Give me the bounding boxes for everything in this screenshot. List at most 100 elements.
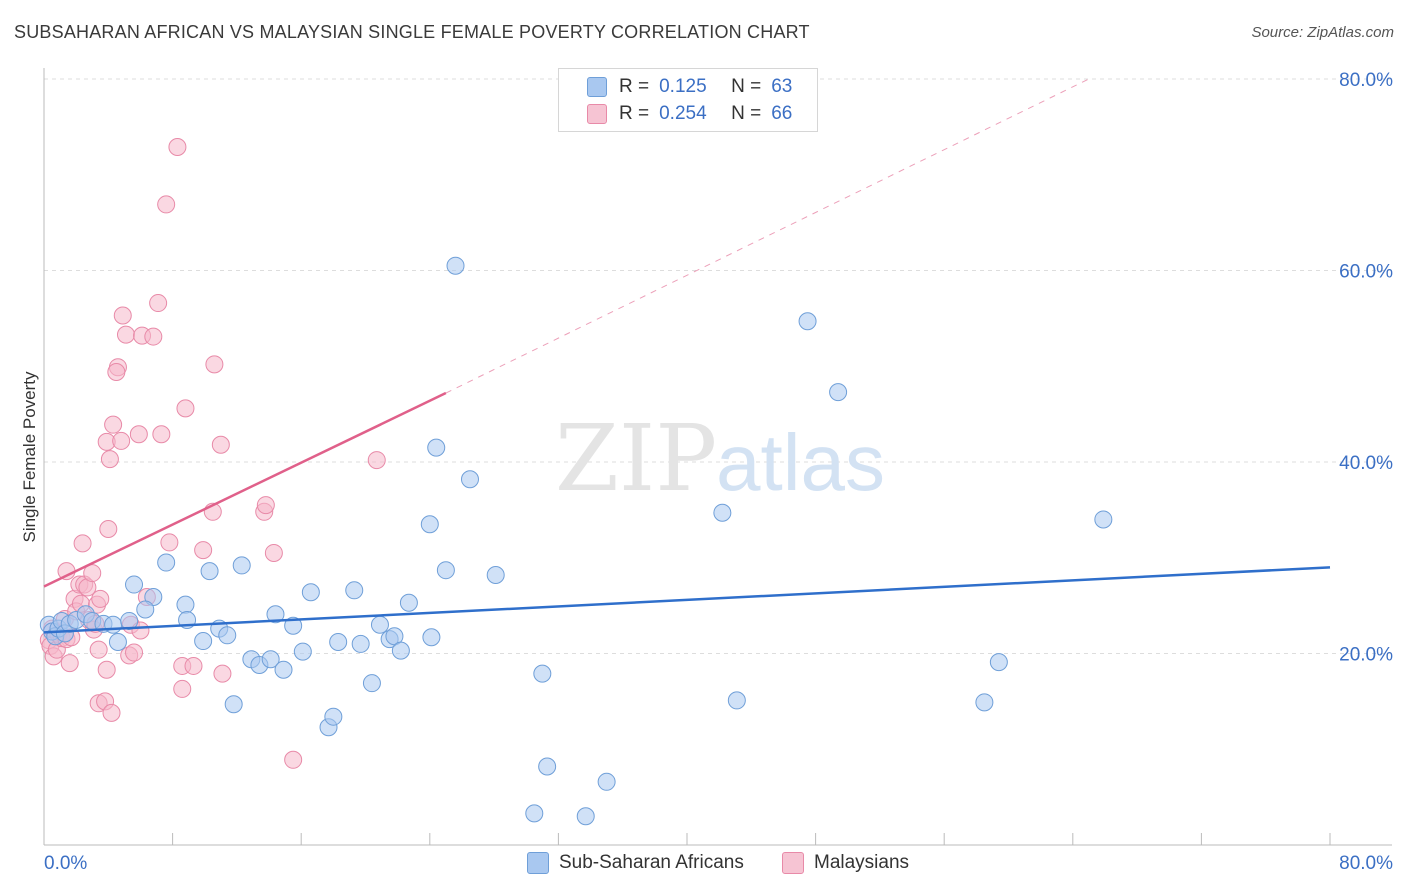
watermark-atlas: atlas [716,418,885,507]
watermark: ZIP atlas [555,405,885,512]
sub-saharan-africans-point [399,593,418,612]
sub-saharan-africans-point [274,660,293,679]
malaysians-point [73,534,92,553]
sub-saharan-africans-point [224,695,243,714]
sub-saharan-africans-point [266,605,285,624]
tick-labels: 20.0% 40.0% 60.0% 80.0% 0.0% 80.0% [44,70,1393,874]
sub-saharan-africans-point [261,650,280,669]
malaysians-point [102,703,121,722]
sub-saharan-africans-point [597,772,616,791]
sub-saharan-africans-point [157,553,176,572]
sub-saharan-africans-point [125,575,144,594]
sub-saharan-africans-point [420,515,439,534]
sub-saharan-africans-point [351,634,370,653]
sub-saharan-africans-point [538,757,557,776]
malaysians-point [107,362,126,381]
legend-swatch-blue [587,77,607,97]
trend-lines [43,78,1331,634]
malaysians-point [144,327,163,346]
sub-saharan-africans-point [293,642,312,661]
sub-saharan-africans-point [713,503,732,522]
legend-row-malaysians: R = 0.254 N = 66 [587,102,792,126]
sub-saharan-africans-point [232,556,251,575]
sub-saharan-africans-point [446,256,465,275]
bottom-swatch-pink [782,852,804,874]
malaysians-point [112,431,131,450]
sub-saharan-trend-line [43,566,1331,634]
sub-saharan-africans-point [200,562,219,581]
malaysians-point [99,520,118,539]
legend-n-label: N = [731,76,762,97]
sub-saharan-africans-point [284,616,303,635]
malaysians-point [256,496,275,515]
legend-r-value: 0.254 [659,103,707,124]
y-tick-label: 20.0% [1339,645,1393,666]
sub-saharan-africans-point [104,615,123,634]
y-tick-label: 80.0% [1339,70,1393,91]
sub-saharan-africans-point [533,664,552,683]
malaysians-point [129,425,148,444]
sub-saharan-africans-point [525,804,544,823]
malaysians-point [125,643,144,662]
sub-saharan-africans-point [324,707,343,726]
axes [43,68,1392,846]
malaysians-point [264,543,283,562]
malaysians-point [211,435,230,454]
bottom-swatch-blue [527,852,549,874]
sub-saharan-africans-point [727,691,746,710]
y-tick-label: 60.0% [1339,262,1393,283]
malaysians-trend-line [43,391,447,588]
bottom-legend-label: Sub-Saharan Africans [559,852,744,873]
malaysians-point [97,660,116,679]
malaysians-point [57,562,76,581]
malaysians-point [205,355,224,374]
bottom-legend-malaysians: Malaysians [782,850,909,876]
sub-saharan-africans-point [218,626,237,645]
sub-saharan-africans-point [576,807,595,826]
sub-saharan-africans-point [422,628,441,647]
source-label: Source: ZipAtlas.com [1251,24,1394,41]
malaysians-point [284,750,303,769]
sub-saharan-africans-point [301,583,320,602]
sub-saharan-africans-point [362,674,381,693]
legend-r-value: 0.125 [659,76,707,97]
sub-saharan-africans-point [436,561,455,580]
malaysians-point [194,541,213,560]
watermark-zip: ZIP [555,405,717,512]
malaysians-point [176,399,195,418]
bottom-legend-sub-saharan: Sub-Saharan Africans [527,850,744,876]
malaysians-point [184,656,203,675]
sub-saharan-africans-point [370,615,389,634]
sub-saharan-africans-point [798,312,817,331]
malaysians-point [149,294,168,313]
sub-saharan-africans-points [39,256,1113,826]
sub-saharan-africans-point [345,581,364,600]
malaysians-point [60,654,79,673]
malaysians-point [152,425,171,444]
x-tick-label: 80.0% [1339,853,1393,874]
malaysians-point [89,640,108,659]
legend-r-label: R = [619,76,650,97]
malaysians-points [39,137,386,769]
legend-swatch-pink [587,104,607,124]
legend-r-label: R = [619,103,650,124]
malaysians-point [367,451,386,470]
chart-title: SUBSAHARAN AFRICAN VS MALAYSIAN SINGLE F… [14,22,810,42]
sub-saharan-africans-point [120,611,139,630]
sub-saharan-africans-point [1094,510,1113,529]
y-axis-label: Single Female Poverty [20,371,39,543]
sub-saharan-africans-point [460,470,479,489]
malaysians-point [104,415,123,434]
malaysians-point [91,589,110,608]
sub-saharan-africans-point [329,633,348,652]
legend-n-label: N = [731,103,762,124]
malaysians-point [157,195,176,214]
malaysians-point [213,664,232,683]
legend-n-value: 66 [771,103,793,124]
sub-saharan-africans-point [108,633,127,652]
sub-saharan-africans-point [989,653,1008,672]
sub-saharan-africans-point [194,632,213,651]
sub-saharan-africans-point [391,641,410,660]
malaysians-point [116,325,135,344]
